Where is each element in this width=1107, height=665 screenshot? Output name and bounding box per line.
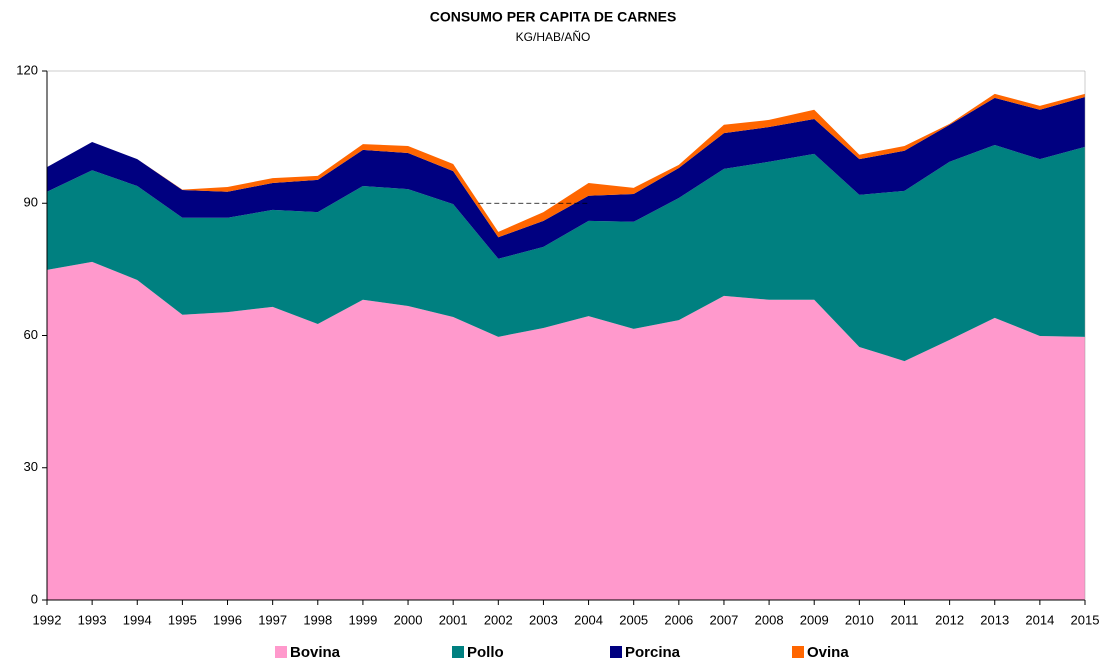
x-tick-label: 2001 xyxy=(439,612,468,627)
x-tick-label: 2007 xyxy=(709,612,738,627)
x-tick-label: 2012 xyxy=(935,612,964,627)
x-tick-label: 2014 xyxy=(1025,612,1054,627)
legend-label: Pollo xyxy=(467,644,504,661)
x-tick-label: 2010 xyxy=(845,612,874,627)
x-tick-label: 2004 xyxy=(574,612,603,627)
x-tick-label: 1999 xyxy=(348,612,377,627)
x-tick-label: 1992 xyxy=(33,612,62,627)
x-tick-label: 2003 xyxy=(529,612,558,627)
y-tick-label: 30 xyxy=(24,459,38,474)
legend-swatch xyxy=(452,646,464,658)
x-tick-label: 1998 xyxy=(303,612,332,627)
y-tick-label: 0 xyxy=(31,591,38,606)
x-tick-label: 2006 xyxy=(664,612,693,627)
x-tick-label: 1993 xyxy=(78,612,107,627)
x-tick-label: 1996 xyxy=(213,612,242,627)
legend-swatch xyxy=(792,646,804,658)
x-tick-label: 1995 xyxy=(168,612,197,627)
x-tick-label: 1997 xyxy=(258,612,287,627)
area-pollo xyxy=(47,145,1085,362)
x-tick-label: 2008 xyxy=(755,612,784,627)
x-tick-label: 1994 xyxy=(123,612,152,627)
chart-subtitle: KG/HAB/AÑO xyxy=(516,30,591,44)
legend-label: Bovina xyxy=(290,644,341,661)
legend-label: Ovina xyxy=(807,644,849,661)
y-tick-label: 120 xyxy=(16,62,38,77)
area-porcina xyxy=(47,97,1085,259)
x-tick-label: 2013 xyxy=(980,612,1009,627)
x-tick-label: 2000 xyxy=(394,612,423,627)
x-tick-label: 2009 xyxy=(800,612,829,627)
legend-swatch xyxy=(275,646,287,658)
chart-title: CONSUMO PER CAPITA DE CARNES xyxy=(430,9,677,25)
x-tick-label: 2005 xyxy=(619,612,648,627)
x-tick-label: 2015 xyxy=(1071,612,1100,627)
area-bovina xyxy=(47,261,1085,600)
legend-label: Porcina xyxy=(625,644,681,661)
y-tick-label: 60 xyxy=(24,327,38,342)
x-tick-label: 2011 xyxy=(890,612,918,627)
x-tick-label: 2002 xyxy=(484,612,513,627)
legend-swatch xyxy=(610,646,622,658)
y-tick-label: 90 xyxy=(24,195,38,210)
